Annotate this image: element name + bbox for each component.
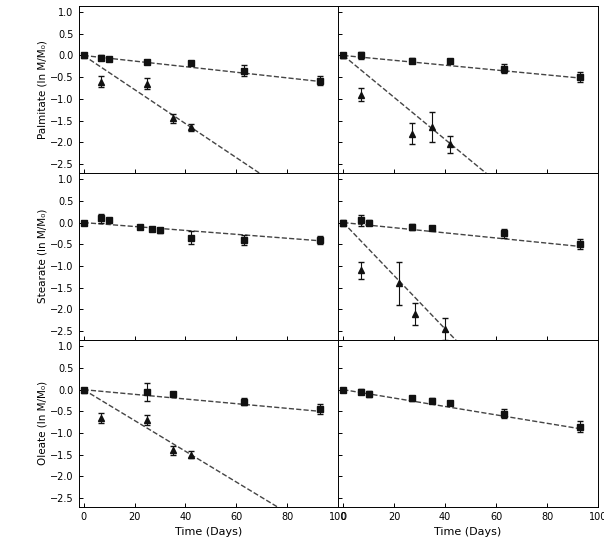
Y-axis label: Palmitate (ln M/M₀): Palmitate (ln M/M₀): [37, 40, 47, 139]
Y-axis label: Oleate (ln M/M₀): Oleate (ln M/M₀): [37, 381, 47, 466]
X-axis label: Time (Days): Time (Days): [175, 527, 242, 538]
Y-axis label: Stearate (ln M/M₀): Stearate (ln M/M₀): [37, 209, 47, 304]
X-axis label: Time (Days): Time (Days): [434, 527, 502, 538]
